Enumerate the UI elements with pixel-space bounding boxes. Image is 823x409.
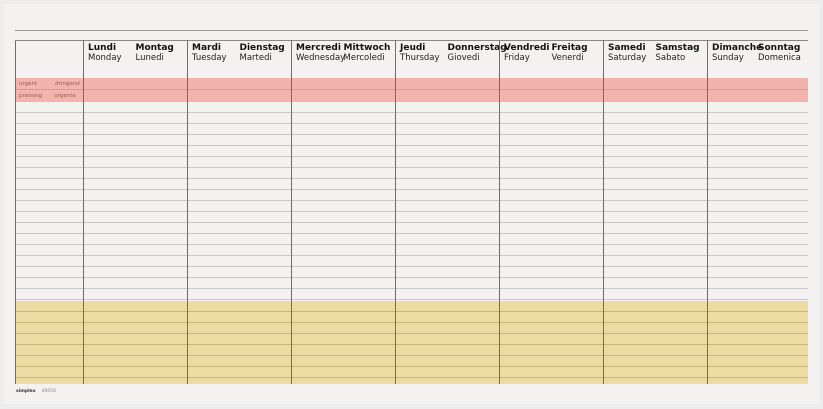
priority-row-2: pressing urgente — [19, 93, 76, 99]
day-name-it: Martedi — [239, 53, 272, 63]
label-urgente: urgente — [54, 93, 76, 99]
day-header: Jeudi Thursday Donnerstag Giovedi — [400, 43, 507, 78]
day-column-saturday: Samedi Saturday Samstag Sabato — [603, 41, 707, 384]
brand-mark: simplex 40050 — [16, 389, 56, 394]
urgent-band — [292, 78, 395, 102]
day-name-en: Tuesday — [192, 53, 227, 63]
day-name-it: Giovedi — [447, 53, 480, 63]
urgent-band — [500, 78, 603, 102]
label-column: urgent dringend pressing urgente — [15, 41, 83, 384]
day-name-it: Sabato — [655, 53, 686, 63]
day-name-fr: Lundi — [88, 43, 117, 53]
day-name-it: Mercoledi — [343, 53, 385, 63]
bottom-band — [396, 301, 499, 384]
bottom-band — [16, 301, 83, 384]
day-name-de: Samstag — [655, 43, 700, 53]
day-name-fr: Vendredi — [504, 43, 550, 53]
notes-area — [500, 102, 603, 301]
urgent-band — [708, 78, 808, 102]
day-header: Dimanche Sunday Sonntag Domenica — [712, 43, 804, 78]
day-name-it: Venerdi — [551, 53, 584, 63]
day-column-friday: Vendredi Friday Freitag Venerdi — [499, 41, 603, 384]
week-grid: urgent dringend pressing urgente Lundi Mond… — [15, 40, 808, 384]
urgent-band — [188, 78, 291, 102]
bottom-band — [188, 301, 291, 384]
day-name-de: Dienstag — [239, 43, 285, 53]
notes-area — [188, 102, 291, 301]
notes-area — [16, 102, 83, 301]
label-dringend: dringend — [55, 81, 80, 87]
urgent-band: urgent dringend pressing urgente — [16, 78, 83, 102]
day-name-it: Lunedi — [135, 53, 164, 63]
day-column-monday: Lundi Monday Montag Lunedi — [83, 41, 187, 384]
day-name-fr: Dimanche — [712, 43, 763, 53]
top-rule — [15, 30, 808, 31]
urgent-band — [84, 78, 187, 102]
day-header: Mardi Tuesday Dienstag Martedi — [192, 43, 287, 78]
day-name-de: Donnerstag — [447, 43, 507, 53]
day-name-fr: Mercredi — [296, 43, 341, 53]
day-name-de: Montag — [135, 43, 174, 53]
day-header: Lundi Monday Montag Lunedi — [88, 43, 183, 78]
label-urgent: urgent — [19, 81, 38, 87]
day-name-en: Wednesday — [296, 53, 346, 63]
day-name-en: Sunday — [712, 53, 744, 63]
day-column-wednesday: Mercredi Wednesday Mittwoch Mercoledi — [291, 41, 395, 384]
bottom-band — [604, 301, 707, 384]
day-header: Vendredi Friday Freitag Venerdi — [504, 43, 599, 78]
day-name-en: Friday — [504, 53, 530, 63]
notes-area — [708, 102, 808, 301]
bottom-band — [292, 301, 395, 384]
notes-area — [604, 102, 707, 301]
notes-area — [396, 102, 499, 301]
day-column-sunday: Dimanche Sunday Sonntag Domenica — [707, 41, 808, 384]
notes-area — [84, 102, 187, 301]
notes-area — [292, 102, 395, 301]
day-name-it: Domenica — [758, 53, 801, 63]
day-name-en: Thursday — [400, 53, 440, 63]
bottom-band — [84, 301, 187, 384]
label-pressing: pressing — [19, 93, 43, 99]
day-column-thursday: Jeudi Thursday Donnerstag Giovedi — [395, 41, 507, 384]
day-name-en: Monday — [88, 53, 122, 63]
day-header: Samedi Saturday Samstag Sabato — [608, 43, 703, 78]
bottom-band — [708, 301, 808, 384]
day-header: Mercredi Wednesday Mittwoch Mercoledi — [296, 43, 391, 78]
day-name-fr: Samedi — [608, 43, 646, 53]
day-column-tuesday: Mardi Tuesday Dienstag Martedi — [187, 41, 291, 384]
day-name-en: Saturday — [608, 53, 647, 63]
day-name-de: Freitag — [551, 43, 588, 53]
urgent-band — [604, 78, 707, 102]
bottom-band — [500, 301, 603, 384]
priority-row-1: urgent dringend — [19, 81, 80, 87]
urgent-band — [396, 78, 499, 102]
day-name-de: Mittwoch — [343, 43, 391, 53]
day-name-fr: Jeudi — [400, 43, 426, 53]
day-name-fr: Mardi — [192, 43, 221, 53]
day-name-de: Sonntag — [758, 43, 801, 53]
